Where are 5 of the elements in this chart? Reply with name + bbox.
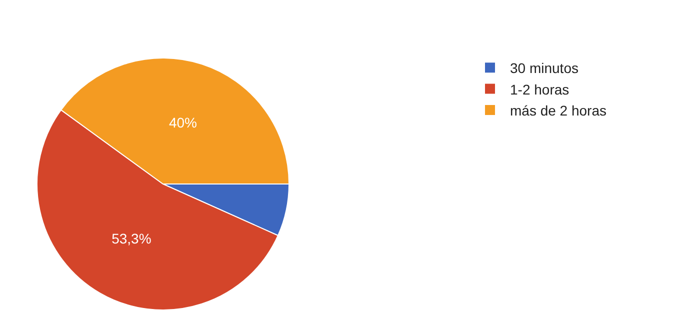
legend-label: más de 2 horas	[510, 102, 606, 118]
legend-label: 30 minutos	[510, 60, 578, 76]
data-label: 40%	[168, 114, 197, 131]
data-label: 53,3%	[112, 230, 152, 247]
legend-label: 1-2 horas	[510, 81, 570, 98]
